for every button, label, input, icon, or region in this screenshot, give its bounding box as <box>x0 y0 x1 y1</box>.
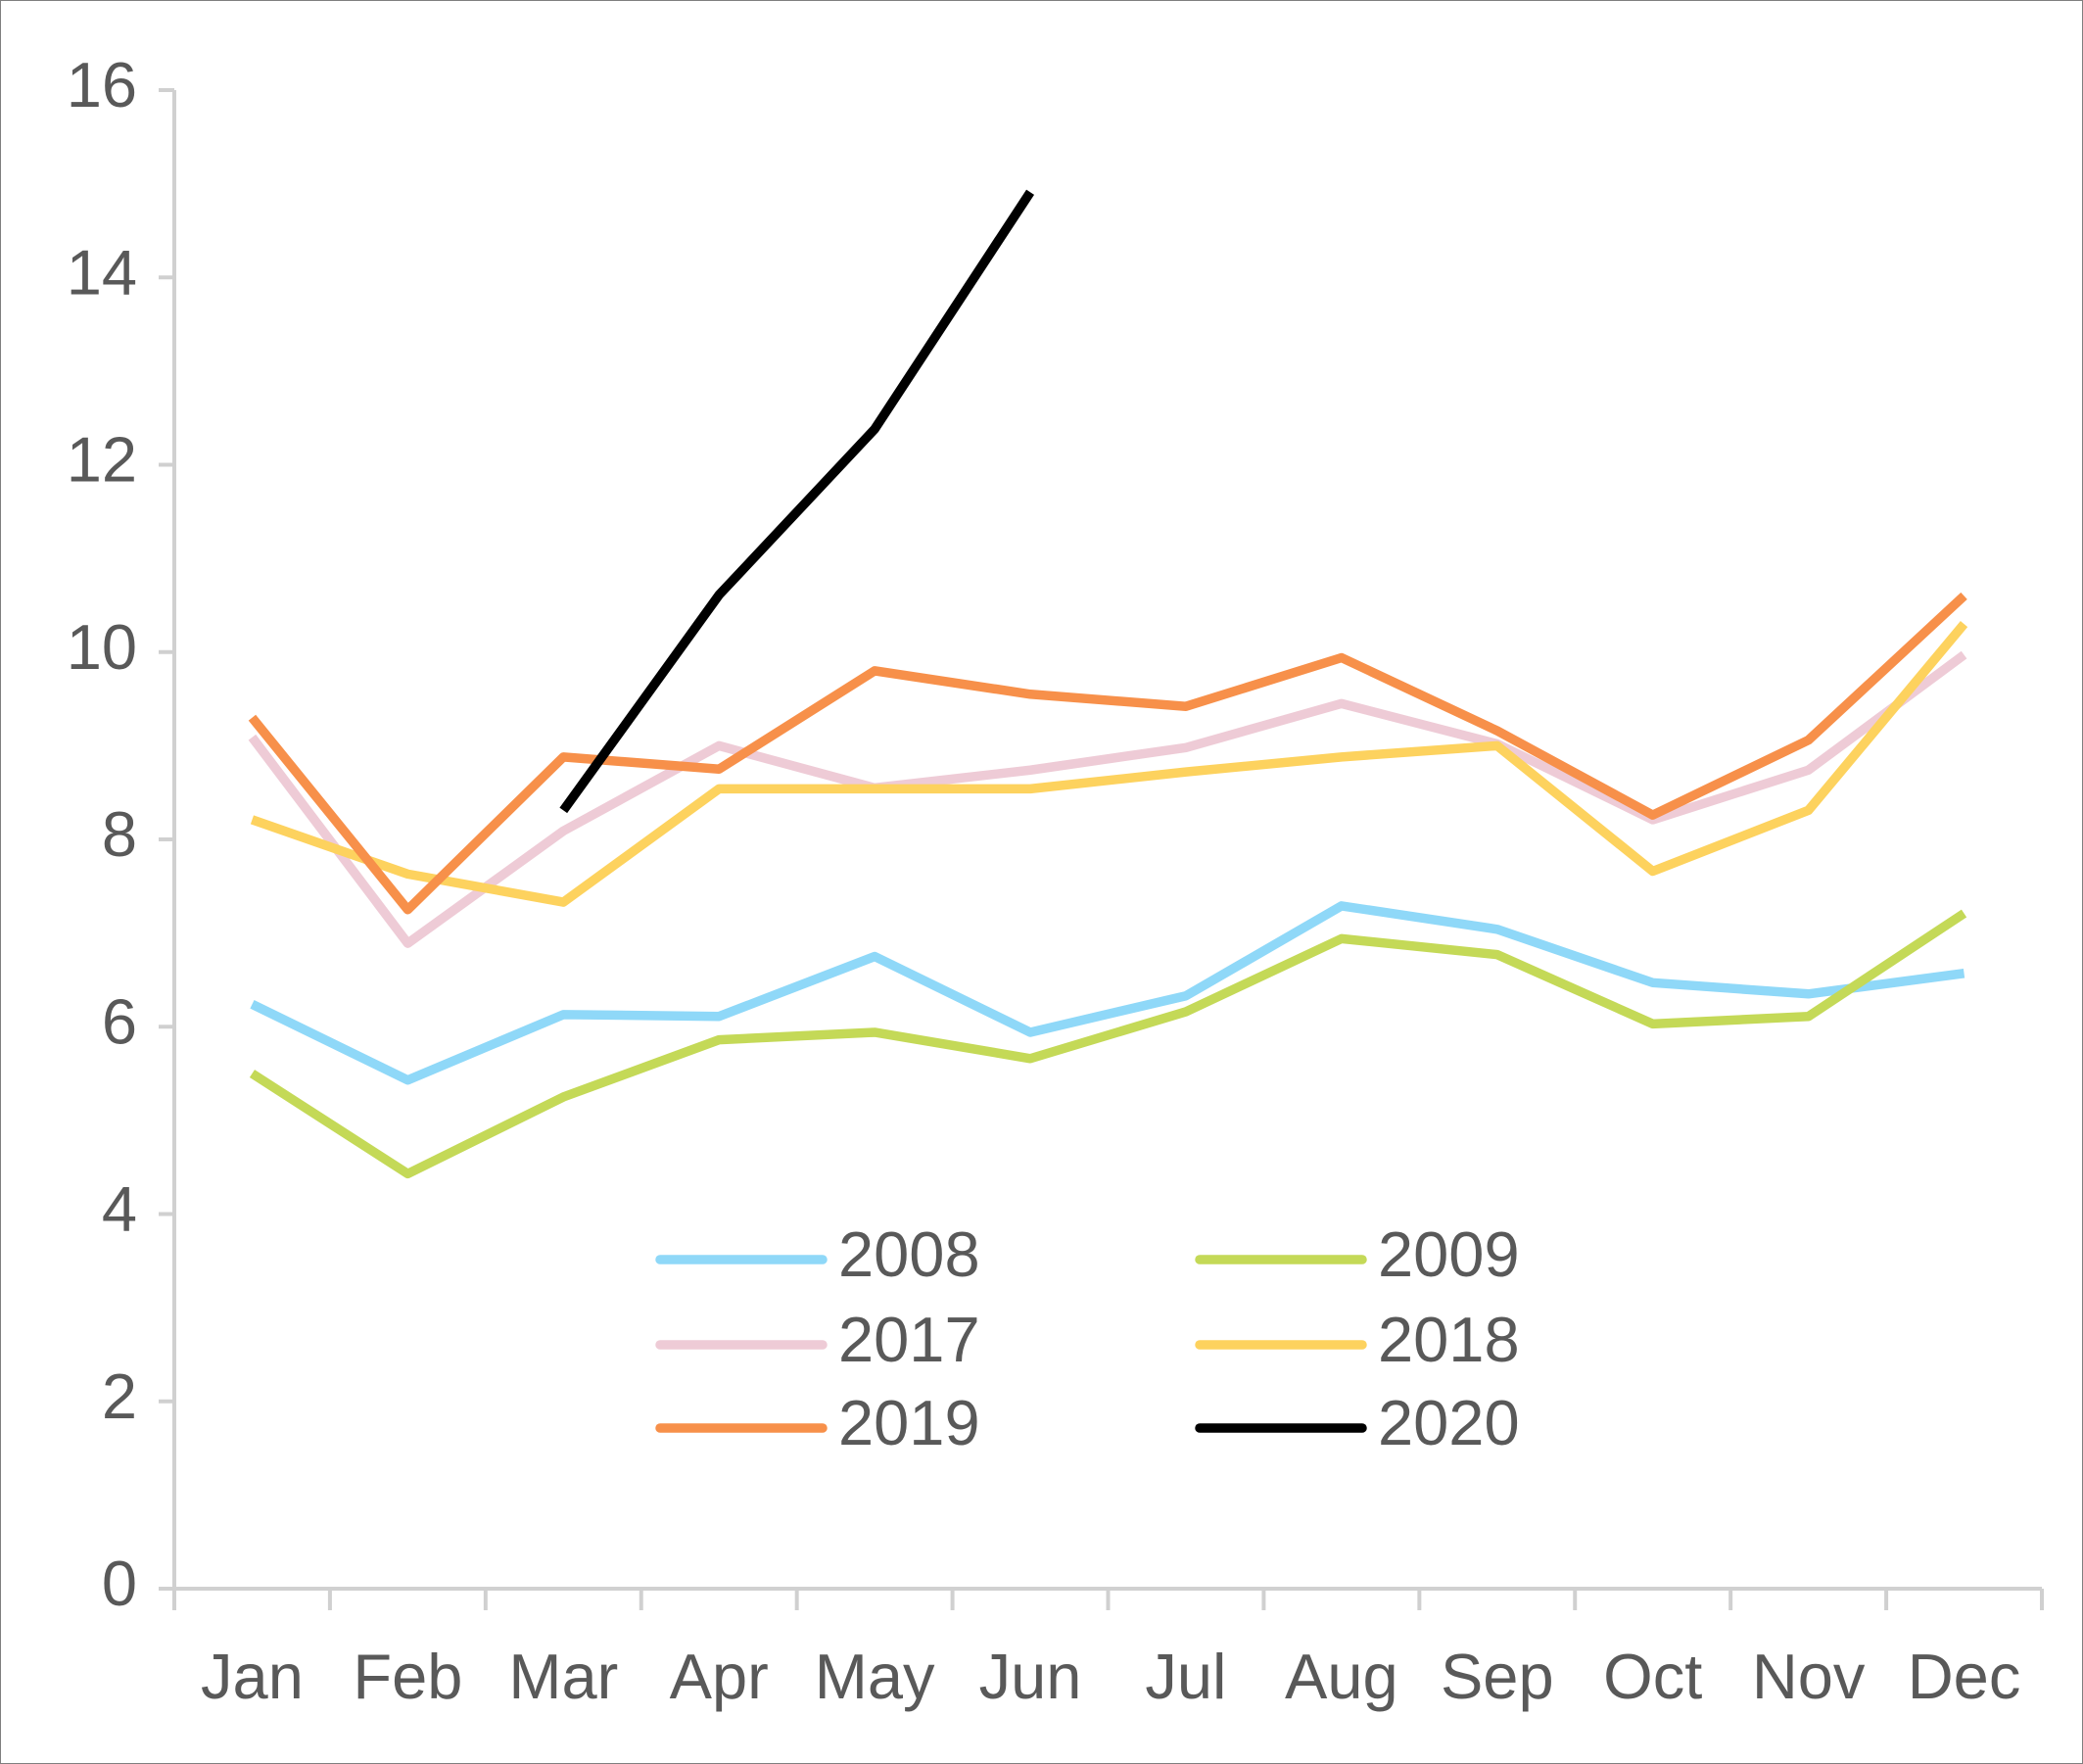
y-tick-label: 4 <box>102 1173 137 1245</box>
x-tick-label: Nov <box>1752 1641 1866 1712</box>
x-tick-label: Aug <box>1285 1641 1398 1712</box>
legend-label: 2019 <box>838 1387 980 1458</box>
series-line <box>248 650 1967 948</box>
series-line <box>248 592 1967 915</box>
y-tick-label: 10 <box>67 611 137 683</box>
legend-label: 2017 <box>838 1304 980 1375</box>
x-tick-label: Feb <box>353 1641 462 1712</box>
y-tick-label: 14 <box>67 236 137 308</box>
series-line <box>249 909 1967 1179</box>
y-tick-label: 0 <box>102 1548 137 1619</box>
legend-label: 2008 <box>838 1218 980 1290</box>
x-tick-label: May <box>815 1641 935 1712</box>
y-tick-label: 8 <box>102 798 137 870</box>
legend-label: 2018 <box>1378 1304 1520 1375</box>
series-line <box>250 621 1968 907</box>
x-tick-label: Jul <box>1145 1641 1226 1712</box>
legend-label: 2009 <box>1378 1218 1520 1290</box>
x-tick-label: Apr <box>670 1641 769 1712</box>
legend-label: 2020 <box>1378 1387 1520 1458</box>
y-tick-label: 12 <box>67 424 137 496</box>
y-tick-label: 16 <box>67 49 137 120</box>
x-tick-label: Jan <box>201 1641 304 1712</box>
x-tick-label: Oct <box>1603 1641 1702 1712</box>
series-line <box>250 901 1965 1085</box>
y-tick-label: 2 <box>102 1360 137 1432</box>
x-tick-label: Mar <box>508 1641 618 1712</box>
series-line <box>559 189 1035 814</box>
x-tick-label: Sep <box>1441 1641 1554 1712</box>
y-tick-label: 6 <box>102 985 137 1057</box>
x-tick-label: Jun <box>979 1641 1082 1712</box>
x-tick-label: Dec <box>1908 1641 2021 1712</box>
